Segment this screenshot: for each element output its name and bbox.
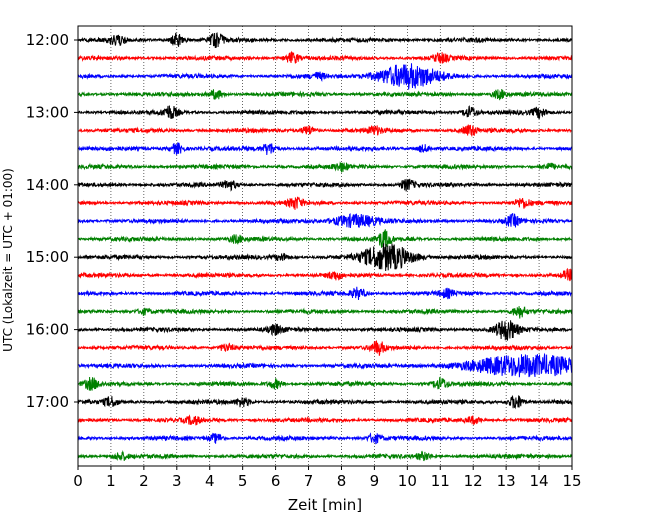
x-axis-label: Zeit [min] <box>288 496 362 514</box>
trace-row-1530 <box>77 286 573 301</box>
x-tick-label: 13 <box>497 472 516 490</box>
trace-row-1345 <box>77 161 573 173</box>
trace-row-1700 <box>77 394 573 410</box>
y-tick-label: 17:00 <box>26 393 69 411</box>
trace-row-1545 <box>77 306 573 319</box>
trace-row-1715 <box>77 414 573 426</box>
x-tick-label: 9 <box>370 472 380 490</box>
trace-row-1415 <box>77 196 573 210</box>
trace-row-1515 <box>77 267 573 282</box>
x-tick-label: 8 <box>337 472 347 490</box>
grid-lines <box>110 26 540 466</box>
trace-row-1630 <box>77 352 573 378</box>
trace-row-1230 <box>77 63 573 90</box>
trace-row-1400 <box>77 178 573 192</box>
x-tick-label: 4 <box>205 472 215 490</box>
trace-row-1315 <box>77 124 573 137</box>
trace-row-1500 <box>77 243 573 272</box>
y-tick-label: 12:00 <box>26 31 69 49</box>
plot-frame <box>77 25 573 467</box>
trace-row-1245 <box>77 88 573 101</box>
trace-row-1615 <box>77 340 573 356</box>
x-tick-label: 5 <box>238 472 248 490</box>
trace-row-1330 <box>77 142 573 155</box>
y-tick-label: 14:00 <box>26 176 69 194</box>
y-axis-label: UTC (Lokalzeit = UTC + 01:00) <box>1 168 15 352</box>
trace-row-1730 <box>77 432 573 445</box>
x-tick-label: 3 <box>172 472 182 490</box>
trace-row-1445 <box>77 229 573 248</box>
trace-row-1215 <box>77 50 573 64</box>
trace-row-1745 <box>77 449 573 462</box>
x-tick-label: 0 <box>73 472 83 490</box>
x-tick-label: 1 <box>106 472 116 490</box>
x-tick-label: 12 <box>464 472 483 490</box>
x-tick-label: 14 <box>530 472 549 490</box>
trace-row-1300 <box>77 105 573 119</box>
x-axis-ticks: 0 1 2 3 4 5 6 7 8 9 10 11 12 13 14 15 <box>73 466 582 490</box>
y-tick-label: 13:00 <box>26 103 69 121</box>
x-tick-label: 2 <box>139 472 149 490</box>
y-tick-label: 15:00 <box>26 248 69 266</box>
trace-row-1600 <box>77 320 573 341</box>
x-tick-label: 10 <box>398 472 417 490</box>
y-axis-ticks: 12:00 13:00 14:00 15:00 16:00 17:00 <box>26 31 78 411</box>
x-tick-label: 15 <box>562 472 581 490</box>
x-tick-label: 11 <box>431 472 450 490</box>
x-tick-label: 7 <box>304 472 314 490</box>
y-tick-label: 16:00 <box>26 321 69 339</box>
trace-row-1645 <box>77 376 573 391</box>
x-tick-label: 6 <box>271 472 281 490</box>
trace-row-1430 <box>77 212 573 229</box>
trace-rows <box>77 32 573 462</box>
trace-row-1200 <box>77 32 573 49</box>
